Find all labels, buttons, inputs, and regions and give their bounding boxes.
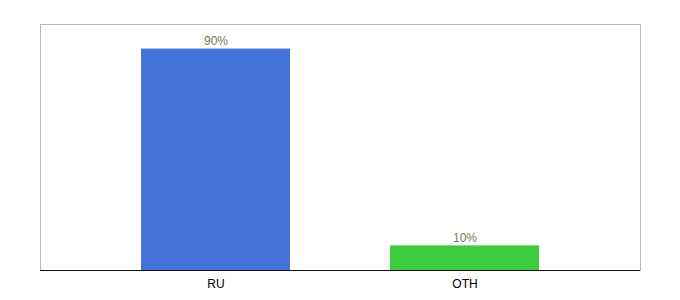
svg-text:10%: 10% (453, 231, 477, 245)
svg-text:90%: 90% (204, 34, 228, 48)
svg-text:OTH: OTH (452, 277, 477, 291)
svg-text:RU: RU (207, 277, 224, 291)
